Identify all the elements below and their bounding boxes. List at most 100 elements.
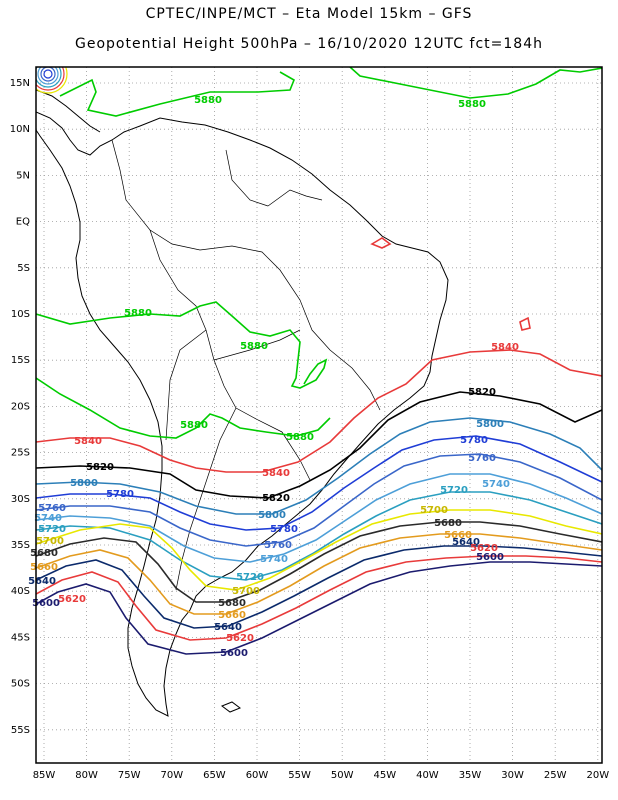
contour-label: 5880 xyxy=(194,95,222,106)
longitude-label: 45W xyxy=(373,770,396,781)
longitude-label: 80W xyxy=(75,770,98,781)
contour-label: 5800 xyxy=(476,419,504,430)
contour-5880-south xyxy=(36,377,331,439)
contour-label: 5740 xyxy=(34,513,62,524)
low-rings xyxy=(36,67,68,94)
contour-label: 5760 xyxy=(38,503,66,514)
contour-label: 5880 xyxy=(240,341,268,352)
contour-label: 5660 xyxy=(30,562,58,573)
latitude-label: 5S xyxy=(17,263,30,274)
contour-label: 5840 xyxy=(491,342,519,353)
contour-label: 5640 xyxy=(214,622,242,633)
contour-label: 5800 xyxy=(258,510,286,521)
contour-5840 xyxy=(36,349,602,473)
contour-label: 5620 xyxy=(470,543,498,554)
latitude-label: 20S xyxy=(11,401,30,412)
south-america-coastline xyxy=(36,111,449,717)
contour-label: 5600 xyxy=(220,648,248,659)
latitude-label: 55S xyxy=(11,725,30,736)
contour-label: 5720 xyxy=(440,485,468,496)
latitude-label: 30S xyxy=(11,494,30,505)
longitude-label: 85W xyxy=(33,770,56,781)
longitude-label: 55W xyxy=(288,770,311,781)
contour-label: 5780 xyxy=(270,524,298,535)
latitude-label: 25S xyxy=(11,448,30,459)
latitude-label: 10N xyxy=(10,124,30,135)
contour-label: 5660 xyxy=(444,530,472,541)
longitude-label: 60W xyxy=(246,770,269,781)
contour-label: 5720 xyxy=(38,524,66,535)
contour-label: 5880 xyxy=(286,432,314,443)
contour-label: 5880 xyxy=(124,308,152,319)
contour-5780 xyxy=(36,435,602,531)
contour-labels: 5880 5880 5880 5880 5880 5880 5840 5840 5840 5820… xyxy=(28,95,519,659)
contour-5880-north xyxy=(59,67,602,117)
contour-label: 5880 xyxy=(180,420,208,431)
contour-5820 xyxy=(36,391,602,499)
contour-label: 5820 xyxy=(262,493,290,504)
contour-5880-amazon xyxy=(36,301,328,389)
contour-label: 5760 xyxy=(468,453,496,464)
contour-5760 xyxy=(36,453,602,547)
contour-label: 5740 xyxy=(482,479,510,490)
latitude-labels: 15N 10N 5N EQ 5S 10S 15S 20S 25S 30S 35S 40S 45S 50S 5… xyxy=(10,78,30,736)
contour-5620 xyxy=(36,555,602,641)
lat-lon-grid xyxy=(36,67,602,763)
contour-5700 xyxy=(36,509,602,591)
contour-label: 5840 xyxy=(262,468,290,479)
contour-label: 5820 xyxy=(86,462,114,473)
longitude-label: 30W xyxy=(501,770,524,781)
contour-label: 5720 xyxy=(236,572,264,583)
longitude-label: 70W xyxy=(160,770,183,781)
coastlines xyxy=(36,89,449,717)
contour-label: 5660 xyxy=(218,610,246,621)
contour-5840-blob xyxy=(370,237,531,331)
contour-5600 xyxy=(36,561,602,655)
contour-label: 5800 xyxy=(70,478,98,489)
longitude-label: 75W xyxy=(118,770,141,781)
longitude-label: 40W xyxy=(416,770,439,781)
longitude-label: 65W xyxy=(203,770,226,781)
latitude-label: 35S xyxy=(11,540,30,551)
latitude-label: 40S xyxy=(11,586,30,597)
contour-5680 xyxy=(36,521,602,603)
longitude-label: 50W xyxy=(331,770,354,781)
latitude-label: 5N xyxy=(16,170,30,181)
central-america-coast xyxy=(36,89,101,133)
contour-label: 5680 xyxy=(218,598,246,609)
contour-label: 5780 xyxy=(106,489,134,500)
contour-label: 5600 xyxy=(32,598,60,609)
contours xyxy=(36,67,602,655)
contour-label: 5700 xyxy=(420,505,448,516)
latitude-label: 10S xyxy=(11,309,30,320)
latitude-label: EQ xyxy=(16,217,30,228)
contour-label: 5600 xyxy=(476,552,504,563)
contour-label: 5840 xyxy=(74,436,102,447)
contour-5800 xyxy=(36,417,602,515)
contour-5660 xyxy=(36,533,602,615)
latitude-label: 50S xyxy=(11,679,30,690)
longitude-label: 20W xyxy=(586,770,609,781)
contour-5720 xyxy=(36,491,602,581)
latitude-label: 45S xyxy=(11,632,30,643)
contour-label: 5820 xyxy=(468,387,496,398)
contour-label: 5760 xyxy=(264,540,292,551)
title-line-2: Geopotential Height 500hPa – 16/10/2020 … xyxy=(75,36,543,52)
latitude-label: 15S xyxy=(11,355,30,366)
longitude-label: 25W xyxy=(544,770,567,781)
contour-5740 xyxy=(36,473,602,563)
contour-label: 5700 xyxy=(36,536,64,547)
longitude-labels: 85W 80W 75W 70W 65W 60W 55W 50W 45W 40W 35W 30W 25W 2… xyxy=(33,770,610,781)
contour-label: 5620 xyxy=(226,633,254,644)
contour-label: 5640 xyxy=(28,576,56,587)
contour-label: 5680 xyxy=(30,548,58,559)
contour-label: 5780 xyxy=(460,435,488,446)
contour-label: 5640 xyxy=(452,537,480,548)
map-frame xyxy=(35,66,603,764)
contour-label: 5620 xyxy=(58,594,86,605)
latitude-label: 15N xyxy=(10,78,30,89)
contour-label: 5740 xyxy=(260,554,288,565)
contour-5640 xyxy=(36,545,602,629)
falklands xyxy=(220,701,242,713)
